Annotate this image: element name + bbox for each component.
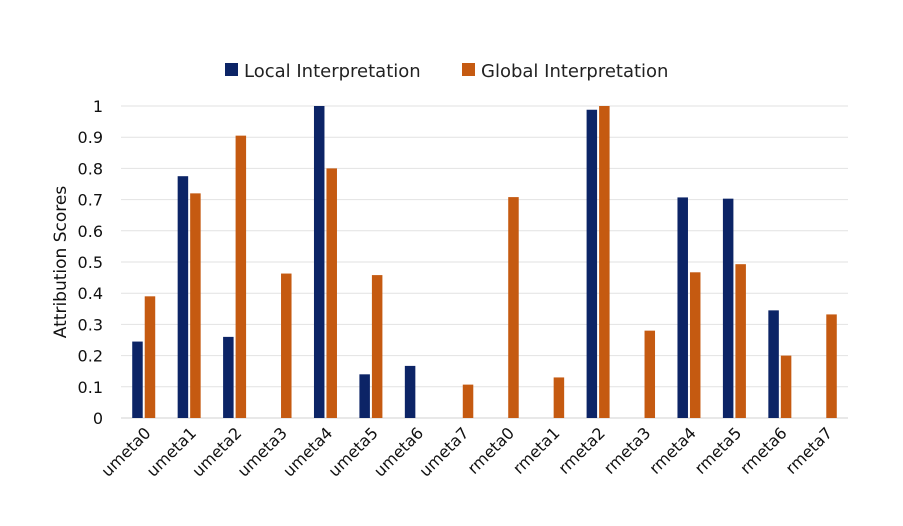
x-tick-label: rmeta4 (645, 423, 699, 477)
bar-local-umeta5 (359, 374, 370, 418)
legend-label-local: Local Interpretation (244, 61, 421, 82)
bar-global-rmeta3 (644, 330, 656, 418)
bars (132, 106, 837, 418)
y-tick-label: 0.9 (78, 128, 103, 147)
x-tick-label: umeta7 (415, 423, 472, 480)
bar-global-rmeta1 (553, 377, 565, 418)
legend-swatch-global (462, 63, 475, 76)
bar-local-umeta4 (313, 106, 325, 418)
y-tick-label: 0.7 (78, 191, 103, 210)
y-tick-label: 0.8 (78, 159, 103, 178)
x-tick-label: rmeta3 (600, 423, 654, 477)
bar-global-rmeta7 (826, 314, 837, 418)
x-tick-label: umeta2 (188, 423, 245, 480)
bar-global-rmeta5 (735, 264, 746, 418)
bar-local-umeta2 (223, 336, 234, 418)
x-axis-ticks: umeta0umeta1umeta2umeta3umeta4umeta5umet… (97, 423, 836, 480)
bar-global-umeta5 (371, 275, 383, 418)
x-tick-label: umeta6 (370, 423, 427, 480)
bar-global-rmeta2 (599, 106, 610, 418)
bar-global-umeta2 (235, 135, 247, 418)
bar-global-rmeta0 (508, 197, 519, 418)
x-tick-label: rmeta1 (509, 423, 563, 477)
x-tick-label: rmeta5 (691, 423, 745, 477)
legend-label-global: Global Interpretation (481, 61, 668, 82)
y-tick-label: 0.5 (78, 253, 103, 272)
x-tick-label: umeta5 (325, 423, 382, 480)
bar-local-rmeta4 (677, 197, 688, 418)
bar-local-umeta1 (177, 176, 189, 418)
y-tick-label: 0.4 (78, 284, 103, 303)
bar-local-rmeta2 (586, 109, 598, 418)
bar-global-umeta4 (326, 168, 337, 418)
bar-global-umeta0 (144, 296, 156, 418)
bar-local-rmeta6 (768, 310, 779, 418)
bar-global-umeta3 (281, 273, 292, 418)
x-tick-label: rmeta0 (464, 423, 518, 477)
legend: Local Interpretation Global Interpretati… (225, 61, 668, 82)
bar-global-umeta1 (190, 193, 201, 418)
bar-local-umeta0 (132, 341, 143, 418)
x-tick-label: umeta0 (97, 423, 154, 480)
x-tick-label: umeta3 (234, 423, 291, 480)
bar-local-rmeta5 (722, 198, 734, 418)
y-tick-label: 0.1 (78, 378, 103, 397)
bar-global-rmeta4 (689, 272, 701, 418)
y-tick-label: 0.6 (78, 222, 103, 241)
bar-global-umeta7 (462, 384, 474, 418)
x-tick-label: rmeta7 (782, 423, 836, 477)
x-tick-label: umeta1 (143, 423, 200, 480)
x-tick-label: umeta4 (279, 423, 336, 480)
y-axis-title: Attribution Scores (51, 186, 71, 339)
legend-swatch-local (225, 63, 238, 76)
y-tick-label: 0.3 (78, 315, 103, 334)
y-axis-ticks: 0 0.1 0.2 0.3 0.4 0.5 0.6 0.7 0.8 0.9 1 (78, 97, 103, 428)
bar-global-rmeta6 (780, 355, 792, 418)
y-tick-label: 0.2 (78, 347, 103, 366)
x-tick-label: rmeta6 (736, 423, 790, 477)
bar-local-umeta6 (404, 365, 416, 418)
x-tick-label: rmeta2 (554, 423, 608, 477)
y-tick-label: 0 (93, 409, 103, 428)
y-tick-label: 1 (93, 97, 103, 116)
